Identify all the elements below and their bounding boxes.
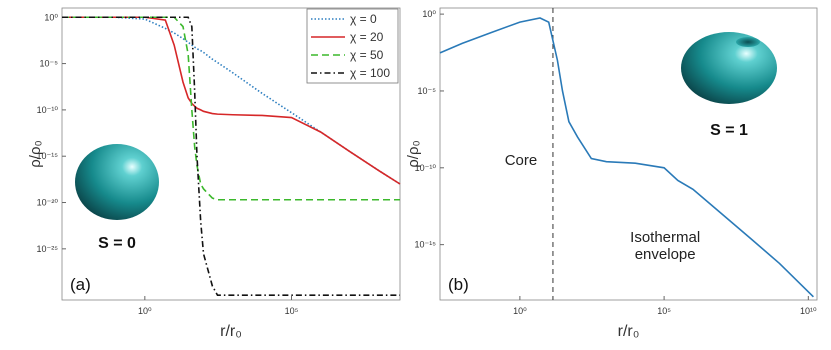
y-tick-label: 10⁻¹⁵ [37,151,59,161]
y-tick-label: 10⁻²⁵ [37,244,59,254]
legend-label: χ = 20 [350,30,384,44]
y-tick-label: 10⁰ [44,12,58,22]
y-tick-label: 10⁻¹⁰ [37,105,59,115]
legend-label: χ = 50 [350,48,384,62]
data-line [62,16,401,185]
x-axis-label: r/r₀ [220,323,242,340]
x-axis-label: r/r₀ [618,323,640,340]
torus-inset [681,32,777,104]
data-line [62,16,400,201]
annotation: Isothermal envelope [630,229,701,264]
y-axis-label: ρ/ρ₀ [27,140,44,167]
y-tick-label: 10⁻⁵ [418,86,437,96]
plot-frame [439,7,818,301]
y-tick-label: 10⁻²⁰ [37,198,59,208]
y-tick-label: 10⁻⁵ [40,59,59,69]
x-tick-label: 10¹⁰ [800,306,817,316]
inset-label: S = 0 [98,235,136,252]
panel-label: (b) [448,275,469,294]
data-line [439,17,814,298]
x-tick-label: 10⁵ [657,306,671,316]
x-tick-label: 10⁰ [513,306,527,316]
y-tick-label: 10⁻¹⁰ [415,163,437,173]
inset-label: S = 1 [710,122,748,139]
plot-frame [61,7,401,301]
annotation: Core [504,152,538,170]
sphere-inset [75,144,159,220]
legend-label: χ = 100 [350,66,390,80]
x-tick-label: 10⁰ [138,306,152,316]
x-tick-label: 10⁵ [285,306,299,316]
y-tick-label: 10⁻¹⁵ [415,240,437,250]
data-line [62,16,400,296]
panel-label: (a) [70,275,91,294]
legend-label: χ = 0 [350,12,377,26]
legend-box [306,8,399,84]
y-tick-label: 10⁰ [422,9,436,19]
y-axis-label: ρ/ρ₀ [405,140,422,167]
